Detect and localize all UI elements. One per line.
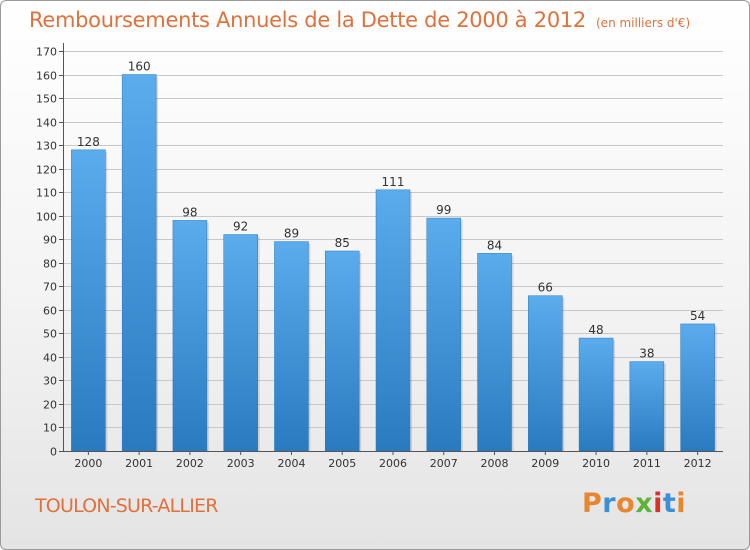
y-tick-label: 120 (36, 164, 57, 177)
bar-value-label: 98 (182, 205, 197, 219)
x-tick-label: 2000 (74, 457, 102, 470)
bar (375, 189, 411, 452)
bar-value-label: 92 (233, 220, 248, 234)
x-tick-label: 2012 (684, 457, 712, 470)
y-tick-label: 130 (36, 140, 57, 153)
x-tick-label: 2009 (531, 457, 559, 470)
x-tick-label: 2002 (176, 457, 204, 470)
bars (71, 74, 717, 452)
y-tick-label: 150 (36, 93, 57, 106)
y-tick-label: 80 (43, 258, 57, 271)
bar-value-label: 38 (639, 347, 654, 361)
bar-value-label: 160 (128, 60, 151, 74)
logo-letter: o (616, 488, 636, 519)
y-tick-label: 140 (36, 117, 57, 130)
y-tick-label: 0 (50, 446, 57, 459)
axes (59, 43, 723, 455)
bar (121, 74, 157, 452)
bar (172, 220, 208, 452)
x-tick-label: 2011 (633, 457, 661, 470)
bar-value-label: 54 (690, 309, 705, 323)
bar (274, 241, 309, 452)
proxiti-logo[interactable]: Proxiti (582, 488, 686, 519)
y-tick-label: 20 (43, 399, 57, 412)
logo-letter: t (662, 488, 677, 519)
y-tick-label: 70 (43, 281, 57, 294)
x-tick-label: 2003 (227, 457, 255, 470)
y-tick-label: 30 (43, 375, 57, 388)
bar (426, 217, 462, 452)
chart-title: Remboursements Annuels de la Dette de 20… (29, 8, 586, 32)
bar-value-label: 111 (382, 175, 405, 189)
y-tick-label: 50 (43, 328, 57, 341)
y-tick-label: 170 (36, 46, 57, 59)
y-tick-label: 110 (36, 187, 57, 200)
x-tick-label: 2004 (277, 457, 305, 470)
logo-letter: i (653, 488, 663, 519)
bar (477, 253, 512, 452)
y-tick-label: 100 (36, 211, 57, 224)
logo-letter: i (676, 488, 687, 519)
chart-unit-label: (en milliers d'€) (596, 16, 691, 30)
y-tick-label: 90 (43, 234, 57, 247)
bar (528, 295, 563, 452)
logo-letter: r (602, 488, 617, 519)
x-tick-label: 2007 (430, 457, 458, 470)
city-name: TOULON-SUR-ALLIER (35, 495, 218, 517)
bar-value-label: 48 (588, 323, 603, 337)
y-tick-label: 40 (43, 352, 57, 365)
bar-value-label: 89 (284, 227, 299, 241)
bar (71, 149, 106, 452)
logo-letter: P (582, 488, 603, 519)
logo-letter: x (635, 488, 654, 519)
bar (223, 234, 258, 452)
bar (680, 323, 715, 452)
x-tick-label: 2006 (379, 457, 407, 470)
chart-title-row: Remboursements Annuels de la Dette de 20… (29, 8, 690, 32)
bar-value-label: 128 (77, 135, 100, 149)
x-tick-label: 2001 (125, 457, 153, 470)
bar-value-label: 85 (335, 236, 350, 250)
bar-value-label: 99 (436, 203, 451, 217)
bar (578, 337, 614, 452)
labels: 0 10 20 30 40 50 60 70 80 90 100 110 120 130 140 150 160… (36, 46, 712, 471)
bar-value-label: 66 (538, 281, 553, 295)
y-tick-label: 10 (43, 422, 57, 435)
y-tick-label: 60 (43, 305, 57, 318)
bar (324, 250, 360, 452)
x-tick-label: 2008 (481, 457, 509, 470)
bar-value-label: 84 (487, 238, 502, 252)
x-tick-label: 2005 (328, 457, 356, 470)
x-tick-label: 2010 (582, 457, 610, 470)
bar (629, 361, 665, 452)
y-tick-label: 160 (36, 70, 57, 83)
